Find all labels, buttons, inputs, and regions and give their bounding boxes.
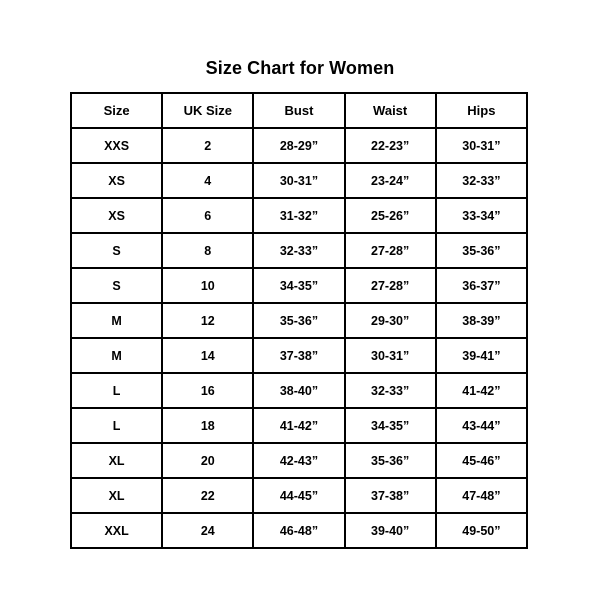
cell-uk-size: 10 xyxy=(161,267,255,304)
cell-waist: 32-33” xyxy=(343,372,437,409)
cell-hips: 38-39” xyxy=(434,302,529,339)
table-row: S 8 32-33” 27-28” 35-36” xyxy=(69,232,529,269)
cell-bust: 32-33” xyxy=(252,232,346,269)
table-body: XXS 2 28-29” 22-23” 30-31” XS 4 30-31” 23-24” 32-… xyxy=(69,127,529,549)
cell-size: L xyxy=(69,372,164,409)
cell-uk-size: 4 xyxy=(161,162,255,199)
cell-waist: 29-30” xyxy=(343,302,437,339)
cell-size: XS xyxy=(69,197,164,234)
cell-hips: 47-48” xyxy=(434,477,529,514)
table-row: L 16 38-40” 32-33” 41-42” xyxy=(69,372,529,409)
cell-size: L xyxy=(69,407,164,444)
cell-hips: 30-31” xyxy=(434,127,529,164)
cell-bust: 35-36” xyxy=(252,302,346,339)
cell-size: XXL xyxy=(69,512,164,549)
cell-size: M xyxy=(69,337,164,374)
cell-uk-size: 2 xyxy=(161,127,255,164)
cell-size: S xyxy=(69,267,164,304)
cell-uk-size: 18 xyxy=(161,407,255,444)
column-header-hips: Hips xyxy=(434,92,529,129)
cell-hips: 35-36” xyxy=(434,232,529,269)
cell-size: XS xyxy=(69,162,164,199)
table-row: L 18 41-42” 34-35” 43-44” xyxy=(69,407,529,444)
cell-bust: 30-31” xyxy=(252,162,346,199)
table-row: XS 6 31-32” 25-26” 33-34” xyxy=(69,197,529,234)
cell-size: XL xyxy=(69,477,164,514)
table-row: XL 22 44-45” 37-38” 47-48” xyxy=(69,477,529,514)
cell-hips: 41-42” xyxy=(434,372,529,409)
cell-size: M xyxy=(69,302,164,339)
cell-bust: 41-42” xyxy=(252,407,346,444)
column-header-uk-size: UK Size xyxy=(161,92,255,129)
cell-bust: 34-35” xyxy=(252,267,346,304)
cell-waist: 37-38” xyxy=(343,477,437,514)
table-row: S 10 34-35” 27-28” 36-37” xyxy=(69,267,529,304)
cell-hips: 32-33” xyxy=(434,162,529,199)
size-chart-table: Size UK Size Bust Waist Hips XXS 2 28-29” 22-23… xyxy=(69,92,529,549)
cell-uk-size: 22 xyxy=(161,477,255,514)
cell-hips: 39-41” xyxy=(434,337,529,374)
cell-waist: 30-31” xyxy=(343,337,437,374)
cell-bust: 46-48” xyxy=(252,512,346,549)
table-header-row: Size UK Size Bust Waist Hips xyxy=(69,92,529,129)
table-row: XXL 24 46-48” 39-40” 49-50” xyxy=(69,512,529,549)
cell-bust: 37-38” xyxy=(252,337,346,374)
table-row: XL 20 42-43” 35-36” 45-46” xyxy=(69,442,529,479)
cell-uk-size: 8 xyxy=(161,232,255,269)
cell-bust: 38-40” xyxy=(252,372,346,409)
cell-bust: 44-45” xyxy=(252,477,346,514)
page-title: Size Chart for Women xyxy=(205,58,395,78)
cell-bust: 28-29” xyxy=(252,127,346,164)
table-header: Size UK Size Bust Waist Hips xyxy=(69,92,529,129)
cell-waist: 23-24” xyxy=(343,162,437,199)
cell-waist: 35-36” xyxy=(343,442,437,479)
cell-hips: 36-37” xyxy=(434,267,529,304)
column-header-waist: Waist xyxy=(343,92,437,129)
table-row: M 14 37-38” 30-31” 39-41” xyxy=(69,337,529,374)
cell-waist: 22-23” xyxy=(343,127,437,164)
cell-hips: 49-50” xyxy=(434,512,529,549)
cell-uk-size: 6 xyxy=(161,197,255,234)
cell-size: XXS xyxy=(69,127,164,164)
column-header-size: Size xyxy=(69,92,164,129)
table-row: XS 4 30-31” 23-24” 32-33” xyxy=(69,162,529,199)
cell-uk-size: 16 xyxy=(161,372,255,409)
column-header-bust: Bust xyxy=(252,92,346,129)
cell-uk-size: 20 xyxy=(161,442,255,479)
cell-uk-size: 12 xyxy=(161,302,255,339)
cell-uk-size: 14 xyxy=(161,337,255,374)
cell-bust: 31-32” xyxy=(252,197,346,234)
cell-hips: 33-34” xyxy=(434,197,529,234)
cell-waist: 34-35” xyxy=(343,407,437,444)
cell-waist: 39-40” xyxy=(343,512,437,549)
cell-bust: 42-43” xyxy=(252,442,346,479)
cell-size: XL xyxy=(69,442,164,479)
cell-waist: 25-26” xyxy=(343,197,437,234)
cell-hips: 45-46” xyxy=(434,442,529,479)
table-row: M 12 35-36” 29-30” 38-39” xyxy=(69,302,529,339)
cell-waist: 27-28” xyxy=(343,232,437,269)
table-row: XXS 2 28-29” 22-23” 30-31” xyxy=(69,127,529,164)
cell-waist: 27-28” xyxy=(343,267,437,304)
cell-hips: 43-44” xyxy=(434,407,529,444)
cell-uk-size: 24 xyxy=(161,512,255,549)
cell-size: S xyxy=(69,232,164,269)
